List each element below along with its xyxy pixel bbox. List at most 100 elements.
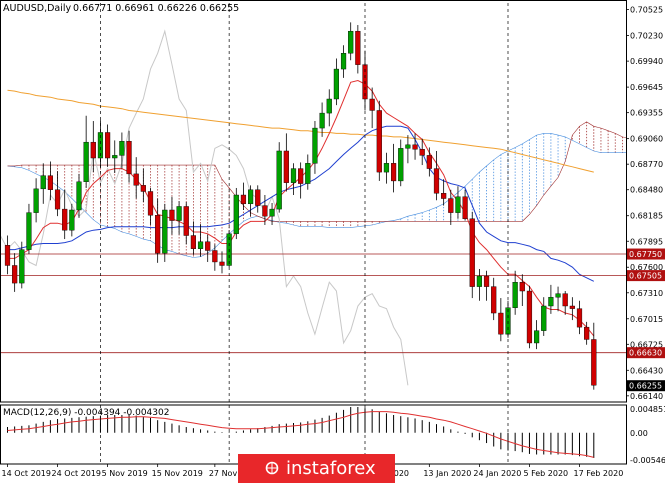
candle-body-26 xyxy=(190,235,197,249)
candle-body-64 xyxy=(462,196,468,219)
candle-body-16 xyxy=(119,141,125,156)
level-price-tag-2: 0.66630 xyxy=(629,349,662,358)
price-tick-label-10: 0.67600 xyxy=(630,263,663,272)
candle-body-43 xyxy=(312,127,318,164)
time-tick-label-8: 13 Jan 2020 xyxy=(423,469,471,478)
level-price-tag-2-bg xyxy=(627,347,665,359)
candle-body-46 xyxy=(333,68,340,100)
price-tick-label-9: 0.67895 xyxy=(630,237,663,246)
price-tick-label-13: 0.66725 xyxy=(630,340,663,349)
candle-body-39 xyxy=(283,150,289,183)
candle-body-71 xyxy=(512,282,518,308)
macd-label: MACD(12,26,9) -0.004394 -0.004302 xyxy=(3,408,169,418)
candle-body-78 xyxy=(562,293,568,307)
level-price-tag-1-bg xyxy=(627,270,665,282)
candle-body-36 xyxy=(262,205,268,217)
candle-body-13 xyxy=(97,132,104,159)
candle-body-72 xyxy=(519,282,525,292)
level-price-tag-0: 0.67750 xyxy=(629,250,662,259)
candle-body-5 xyxy=(40,175,46,190)
price-tick-label-2: 0.69940 xyxy=(630,57,663,66)
price-tick-label-3: 0.69645 xyxy=(630,83,663,92)
time-tick-label-2: 5 Nov 2019 xyxy=(102,469,148,478)
candle-body-49 xyxy=(355,30,361,65)
candle-body-4 xyxy=(33,188,39,213)
candle-body-40 xyxy=(290,168,297,183)
candle-body-45 xyxy=(326,98,332,114)
main-plot xyxy=(0,22,626,390)
candle-body-1 xyxy=(12,265,18,284)
candle-body-15 xyxy=(112,155,118,159)
macd-panel xyxy=(7,407,595,458)
price-tick-label-4: 0.69355 xyxy=(630,109,663,118)
level-price-tag-1: 0.67505 xyxy=(629,272,662,281)
candle-body-30 xyxy=(219,261,225,266)
macd-tick-label-0: 0.004851 xyxy=(630,405,665,414)
candle-body-0 xyxy=(4,245,11,266)
candle-body-38 xyxy=(276,150,282,210)
chikou-span xyxy=(0,29,409,386)
time-tick-label-3: 15 Nov 2019 xyxy=(152,469,203,478)
candle-body-51 xyxy=(369,98,375,111)
candle-body-18 xyxy=(133,173,139,186)
watermark-banner xyxy=(238,454,395,483)
candle-body-33 xyxy=(240,194,247,205)
candle-body-57 xyxy=(412,144,418,150)
current-price-tag-bg xyxy=(627,380,665,392)
ohlc-readout: 0.66771 0.66961 0.66226 0.66255 xyxy=(73,3,239,14)
candle-body-74 xyxy=(534,330,540,344)
candle-body-56 xyxy=(405,144,411,149)
candle-body-21 xyxy=(155,215,161,254)
globe-icon xyxy=(266,462,278,474)
candle-body-52 xyxy=(376,110,382,173)
candle-body-42 xyxy=(305,163,311,184)
candle-body-24 xyxy=(176,206,182,221)
candle-body-23 xyxy=(169,209,175,221)
candle-body-20 xyxy=(147,191,154,216)
main-panel-frame xyxy=(0,0,627,403)
candle-body-58 xyxy=(419,149,425,156)
candle-body-27 xyxy=(197,241,204,249)
price-tick-label-5: 0.69060 xyxy=(630,135,663,144)
price-tick-label-14: 0.66430 xyxy=(630,366,663,375)
watermark: instaforex xyxy=(238,454,395,483)
candle-body-65 xyxy=(469,218,475,287)
price-tick-label-12: 0.67015 xyxy=(630,315,663,324)
candle-body-22 xyxy=(162,209,168,254)
price-tick-label-15: 0.66140 xyxy=(630,392,663,401)
main-price-panel xyxy=(0,22,626,390)
candle-body-44 xyxy=(319,112,325,129)
moving-average-line xyxy=(7,89,594,173)
current-price-tag: 0.66255 xyxy=(629,382,662,391)
candle-body-60 xyxy=(433,168,440,194)
candle-body-10 xyxy=(76,181,82,211)
candle-body-17 xyxy=(126,141,132,175)
level-price-tag-0-bg xyxy=(627,248,665,260)
candle-body-14 xyxy=(104,132,111,159)
watermark-text: instaforex xyxy=(286,458,376,479)
price-tick-label-8: 0.68185 xyxy=(630,212,663,221)
candle-body-19 xyxy=(140,185,146,192)
time-tick-label-1: 24 Oct 2019 xyxy=(52,469,101,478)
candle-body-62 xyxy=(448,198,454,213)
candle-body-61 xyxy=(441,193,447,199)
candle-body-9 xyxy=(69,209,75,231)
candle-body-67 xyxy=(483,275,490,287)
candle-body-79 xyxy=(569,305,575,309)
time-tick-label-0: 14 Oct 2019 xyxy=(2,469,51,478)
candle-body-82 xyxy=(591,339,597,386)
candle-body-76 xyxy=(548,296,554,307)
candle-body-68 xyxy=(491,286,497,314)
candle-body-7 xyxy=(54,189,61,210)
candle-body-8 xyxy=(62,208,68,231)
candle-body-2 xyxy=(19,249,25,284)
candle-body-12 xyxy=(90,141,96,159)
price-tick-label-6: 0.68770 xyxy=(630,160,663,169)
price-tick-label-1: 0.70230 xyxy=(630,32,663,41)
candle-body-73 xyxy=(526,290,533,344)
candle-body-81 xyxy=(584,326,590,340)
candle-body-53 xyxy=(383,163,390,173)
candle-body-66 xyxy=(476,275,483,287)
candle-body-3 xyxy=(26,212,32,250)
